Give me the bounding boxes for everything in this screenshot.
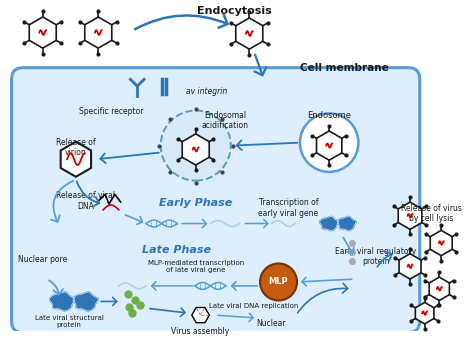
Text: Endosome: Endosome	[307, 112, 351, 120]
Circle shape	[260, 263, 297, 300]
Polygon shape	[192, 308, 210, 323]
Polygon shape	[320, 216, 338, 231]
Text: MLP: MLP	[269, 277, 288, 287]
Circle shape	[161, 111, 231, 180]
Text: Early viral regulatory
protein: Early viral regulatory protein	[335, 247, 417, 266]
Text: Release of viral
DNA: Release of viral DNA	[56, 191, 115, 211]
Text: Nuclear pore: Nuclear pore	[18, 255, 67, 264]
Text: Release of virus
by cell lysis: Release of virus by cell lysis	[401, 204, 462, 223]
Polygon shape	[429, 277, 449, 300]
FancyBboxPatch shape	[11, 68, 420, 333]
Text: Endocytosis: Endocytosis	[197, 6, 272, 16]
Text: Release of
virion: Release of virion	[56, 138, 96, 157]
Text: Late viral DNA replication: Late viral DNA replication	[210, 304, 299, 309]
Text: MLP-mediated transcription
of late viral gene: MLP-mediated transcription of late viral…	[147, 260, 244, 272]
Text: Nuclear: Nuclear	[256, 319, 285, 328]
Polygon shape	[337, 216, 356, 231]
Text: Transcription of
early viral gene: Transcription of early viral gene	[258, 198, 319, 218]
Text: Late viral structural
protein: Late viral structural protein	[35, 315, 103, 328]
Text: av integrin: av integrin	[186, 87, 227, 96]
Circle shape	[300, 114, 358, 172]
Polygon shape	[236, 18, 263, 49]
Text: Endosomal
acidification: Endosomal acidification	[201, 111, 248, 130]
Polygon shape	[85, 17, 112, 48]
Text: Cell membrane: Cell membrane	[301, 63, 389, 73]
Polygon shape	[317, 131, 342, 160]
Polygon shape	[50, 292, 75, 311]
Text: Late Phase: Late Phase	[142, 245, 211, 255]
Polygon shape	[415, 303, 434, 324]
Polygon shape	[398, 202, 422, 230]
Polygon shape	[61, 142, 91, 177]
Text: Early Phase: Early Phase	[159, 198, 232, 208]
Polygon shape	[29, 17, 56, 48]
Text: Specific receptor: Specific receptor	[79, 106, 143, 116]
Polygon shape	[399, 254, 421, 279]
Polygon shape	[182, 134, 209, 165]
Polygon shape	[73, 292, 98, 311]
Polygon shape	[430, 230, 452, 256]
Text: Virus assembly: Virus assembly	[172, 327, 230, 336]
